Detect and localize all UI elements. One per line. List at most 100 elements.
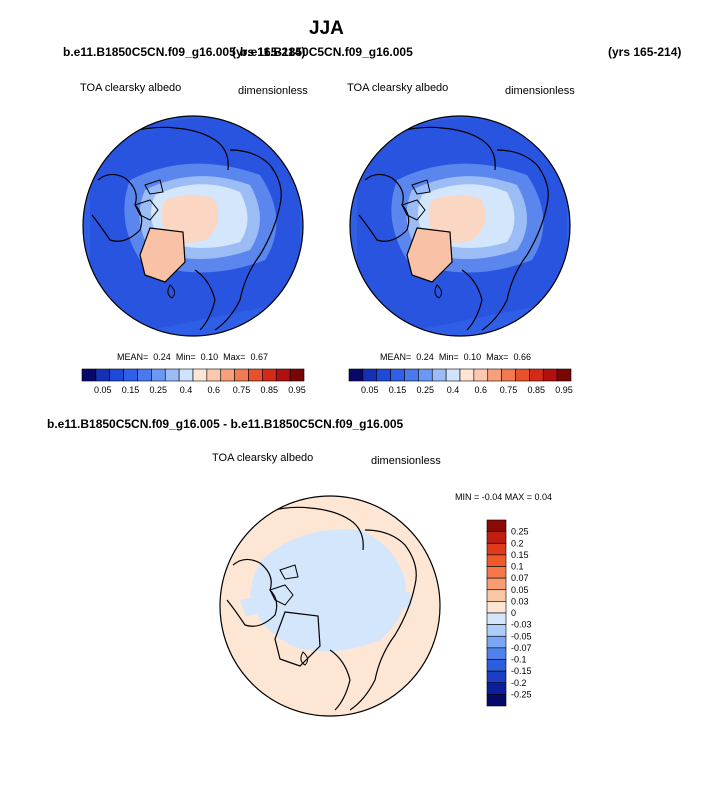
colorbar-tick-label: 0.4	[447, 385, 460, 395]
colorbar-swatch	[486, 670, 507, 684]
colorbar-swatch	[486, 612, 507, 625]
map-1-border	[82, 115, 304, 337]
greenland-coast	[139, 227, 186, 283]
arctic-archipelago	[269, 564, 299, 606]
colorbar-swatch	[376, 368, 391, 382]
greenland-coast	[406, 227, 453, 283]
diff-units: dimensionless	[371, 455, 441, 467]
greenland	[407, 228, 452, 282]
coastline-canada	[226, 558, 278, 627]
colorbar-swatch	[486, 635, 507, 649]
albedo-map-2	[349, 115, 571, 337]
colorbar-tick-label: 0.15	[389, 385, 407, 395]
colorbar-swatch	[404, 368, 419, 382]
colorbar-swatch	[234, 368, 249, 382]
colorbar-tick-label: 0.25	[150, 385, 168, 395]
colorbar-swatch	[556, 368, 572, 382]
colorbar-swatch	[289, 368, 305, 382]
colorbar-tick-label: 0.03	[511, 596, 529, 606]
panel1-max-label: Max=	[223, 352, 246, 362]
colorbar-swatch	[486, 566, 507, 579]
colorbar-swatch	[109, 368, 124, 382]
colorbar-swatch	[486, 647, 507, 660]
colorbar-swatch	[486, 659, 507, 672]
colorbar-swatch	[151, 368, 166, 382]
colorbar-swatch	[390, 368, 405, 382]
colorbar-tick-label: 0.6	[208, 385, 221, 395]
panel1-stats: MEAN= 0.24 Min= 0.10 Max= 0.67	[117, 352, 268, 362]
arctic-archipelago	[401, 179, 431, 221]
colorbar-swatch	[529, 368, 544, 382]
panel2-max-label: Max=	[486, 352, 509, 362]
colorbar-swatch	[486, 531, 507, 544]
colorbar-swatch	[206, 368, 222, 382]
colorbar-swatch	[486, 519, 507, 532]
colorbar-tick-label: 0.95	[555, 385, 573, 395]
panel2-min: 0.10	[463, 352, 482, 362]
colorbar-tick-label: -0.1	[511, 655, 527, 665]
colorbar-swatch	[192, 368, 208, 382]
panel2-units: dimensionless	[505, 85, 575, 97]
coastline-eurasia	[481, 149, 549, 331]
colorbar-tick-label: 0.85	[528, 385, 546, 395]
colorbar-swatch	[362, 368, 378, 382]
coastline-scandinavia	[461, 269, 483, 331]
colorbar-tick-label: 0.1	[511, 562, 524, 572]
colorbar-tick-label: 0.25	[417, 385, 435, 395]
diff-title: b.e11.B1850C5CN.f09_g16.005 - b.e11.B185…	[47, 417, 404, 431]
page-title: JJA	[309, 18, 344, 39]
panel2-max: 0.66	[513, 352, 531, 362]
panel2-min-label: Min=	[438, 352, 459, 362]
panel1-min: 0.10	[200, 352, 219, 362]
colorbar-swatch	[445, 368, 461, 382]
colorbar-swatch	[501, 368, 516, 382]
panel1-units: dimensionless	[238, 85, 308, 97]
iceland	[300, 651, 309, 666]
colorbar-tick-label: 0.25	[511, 527, 529, 537]
iceland	[167, 284, 176, 299]
colorbar-tick-label: 0.07	[511, 573, 529, 583]
colorbar-tick-label: -0.2	[511, 678, 527, 688]
panel1-min-label: Min=	[175, 352, 196, 362]
colorbar-swatch	[486, 601, 507, 614]
panel1-mean: 0.24	[153, 352, 171, 362]
panel1-years: (yrs 165-214)	[232, 45, 306, 59]
colorbar-swatch	[487, 368, 502, 382]
coastline-alaska-siberia	[386, 126, 496, 171]
colorbar-tick-label: -0.03	[511, 620, 532, 630]
colorbar-top-right: 0.05 0.15 0.25 0.4 0.6 0.75 0.85 0.95	[348, 368, 573, 395]
coastline-scandinavia	[329, 649, 351, 711]
colorbar-swatch	[220, 368, 235, 382]
panel2-stats: MEAN= 0.24 Min= 0.10 Max= 0.66	[380, 352, 531, 362]
diff-negative-region	[250, 529, 406, 652]
coastline-scandinavia	[194, 269, 216, 331]
coastline-eurasia	[214, 149, 282, 331]
colorbar-tick-label: -0.15	[511, 666, 532, 676]
albedo-map-1	[82, 115, 304, 337]
colorbar-swatch	[418, 368, 433, 382]
coastline-canada	[358, 173, 410, 242]
diff-variable: TOA clearsky albedo	[212, 452, 314, 464]
colorbar-swatch	[486, 542, 507, 556]
greenland-coast	[274, 611, 321, 667]
diff-negative-patch	[240, 596, 268, 616]
colorbar-swatch	[486, 624, 507, 637]
colorbar-tick-label: 0.6	[475, 385, 488, 395]
colorbar-tick-label: 0.05	[94, 385, 112, 395]
colorbar-tick-label: 0	[511, 608, 516, 618]
colorbar-tick-label: 0.05	[361, 385, 379, 395]
panel1-case-title: b.e11.B1850C5CN.f09_g16.005	[63, 45, 236, 59]
diff-map-border	[219, 495, 441, 717]
colorbar-swatch	[262, 368, 277, 382]
colorbar-swatch	[515, 368, 530, 382]
colorbar-tick-label: 0.75	[233, 385, 251, 395]
map-2-border	[349, 115, 571, 337]
diff-minmax: MIN = -0.04 MAX = 0.04	[455, 492, 553, 502]
colorbar-swatch	[348, 368, 364, 382]
panel2-case-title: b.e11.B1850C5CN.f09_g16.005	[240, 45, 413, 59]
colorbar-swatch	[275, 368, 291, 382]
colorbar-tick-label: -0.25	[511, 689, 532, 699]
colorbar-tick-label: 0.75	[500, 385, 518, 395]
panel1-max: 0.67	[250, 352, 268, 362]
